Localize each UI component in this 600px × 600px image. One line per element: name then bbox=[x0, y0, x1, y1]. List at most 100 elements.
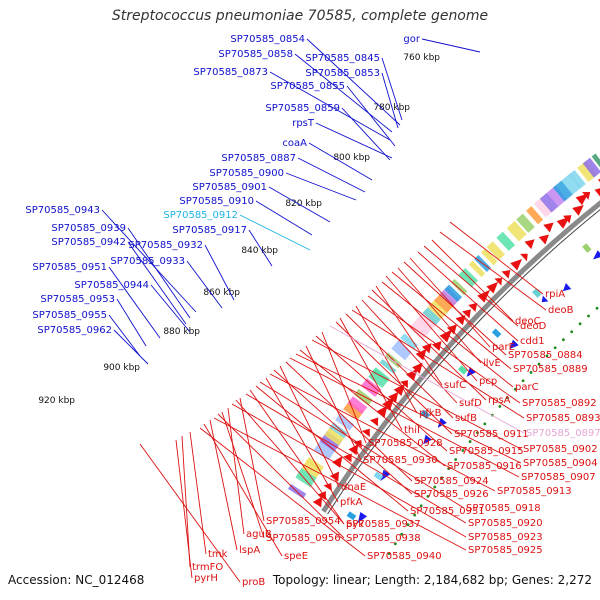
reverse-gene-arrow bbox=[486, 281, 499, 294]
gene-label: rpsT bbox=[292, 118, 315, 129]
leader-line bbox=[285, 361, 413, 482]
gene-label: aguB bbox=[246, 529, 272, 540]
cog-band-block bbox=[450, 278, 468, 296]
gene-label: SP70585_0900 bbox=[209, 168, 284, 179]
leader-line bbox=[101, 209, 197, 313]
gene-label: SP70585_0873 bbox=[193, 67, 268, 78]
leader-line bbox=[227, 407, 245, 535]
cog-band-block bbox=[433, 290, 457, 313]
tick-dot bbox=[475, 431, 479, 435]
cog-band-block bbox=[526, 206, 544, 225]
cog-band-block bbox=[391, 340, 412, 361]
tick-dot bbox=[393, 542, 397, 546]
backbone-ring-inner bbox=[327, 209, 600, 515]
gene-label: SP70585_0910 bbox=[179, 196, 254, 207]
cog-band-block bbox=[368, 368, 389, 388]
leader-line bbox=[268, 186, 331, 223]
tick-dot bbox=[595, 306, 599, 310]
gene-label: SP70585_0918 bbox=[466, 503, 541, 514]
leader-line bbox=[341, 107, 391, 161]
forward-gene-arrow bbox=[562, 283, 572, 292]
kbp-tick-label: 820 kbp bbox=[285, 199, 322, 209]
gene-label: SP70585_0893 bbox=[526, 413, 600, 424]
tick-dot bbox=[506, 396, 509, 400]
gene-label: lspA bbox=[239, 545, 260, 556]
leader-line bbox=[209, 419, 238, 551]
reverse-gene-arrow bbox=[317, 491, 326, 501]
cog-band-block bbox=[577, 160, 598, 182]
cog-band-block bbox=[468, 260, 486, 278]
kbp-tick-label: 760 kbp bbox=[403, 53, 440, 63]
gene-label: SP70585_0954 bbox=[266, 516, 341, 527]
leader-line bbox=[381, 281, 514, 388]
backbone-ring bbox=[321, 200, 600, 513]
cog-band-block bbox=[439, 286, 461, 307]
cog-band-block bbox=[360, 378, 382, 397]
reverse-gene-arrow bbox=[510, 258, 523, 271]
leader-line bbox=[351, 309, 525, 419]
leader-line bbox=[361, 299, 458, 404]
leader-line bbox=[439, 231, 547, 311]
forward-cog-block bbox=[457, 365, 468, 375]
reverse-gene-arrow bbox=[323, 483, 332, 492]
reverse-gene-arrow bbox=[575, 193, 589, 206]
leader-line bbox=[279, 365, 340, 488]
cog-band-block bbox=[458, 267, 479, 288]
reverse-gene-arrow bbox=[412, 362, 423, 374]
cog-band-block bbox=[506, 220, 527, 242]
cog-band-block bbox=[486, 241, 506, 261]
gene-label: SP70585_0937 bbox=[346, 519, 421, 530]
reverse-gene-arrow bbox=[594, 188, 600, 197]
leader-line bbox=[273, 369, 413, 495]
gene-label: deoC bbox=[515, 316, 541, 327]
kbp-tick-label: 880 kbp bbox=[163, 327, 200, 337]
reverse-gene-arrow bbox=[348, 444, 359, 456]
gene-label: pfkB bbox=[419, 408, 442, 419]
forward-gene-arrow bbox=[357, 511, 368, 524]
gene-label: SP70585_0887 bbox=[221, 153, 296, 164]
gene-label: parE bbox=[492, 342, 515, 353]
tick-dot bbox=[545, 354, 549, 358]
tick-dot bbox=[553, 346, 557, 350]
reverse-gene-arrow bbox=[572, 204, 584, 216]
gene-label: SP70585_0926 bbox=[414, 489, 489, 500]
leader-line bbox=[297, 157, 366, 193]
gene-label: SP70585_0938 bbox=[346, 533, 421, 544]
forward-cog-block bbox=[420, 409, 431, 419]
leader-line bbox=[189, 431, 207, 555]
leader-line bbox=[289, 357, 520, 478]
reverse-gene-arrow bbox=[312, 496, 323, 508]
gene-label: sufC bbox=[444, 380, 466, 391]
leader-line bbox=[305, 345, 362, 461]
reverse-gene-arrow bbox=[582, 192, 591, 200]
gene-label: thiI bbox=[404, 425, 420, 436]
tick-dot bbox=[570, 330, 574, 334]
cog-band-block bbox=[481, 248, 498, 266]
gene-label: tmk bbox=[208, 549, 228, 560]
gene-label: SP70585_0939 bbox=[51, 223, 126, 234]
leader-line bbox=[217, 413, 345, 539]
leader-line bbox=[249, 389, 345, 525]
reverse-gene-arrow bbox=[343, 453, 352, 463]
reverse-gene-arrow bbox=[431, 341, 442, 352]
kbp-tick-label: 840 kbp bbox=[241, 246, 278, 256]
gene-label: SP70585_0943 bbox=[25, 205, 100, 216]
gene-label: SP70585_0884 bbox=[508, 350, 583, 361]
reverse-gene-arrow bbox=[563, 215, 572, 224]
cog-band-block bbox=[561, 173, 582, 195]
map-title: Streptococcus pneumoniae 70585, complete… bbox=[111, 8, 489, 24]
leader-line bbox=[199, 427, 366, 557]
gene-label: SP70585_0855 bbox=[270, 81, 345, 92]
reverse-gene-arrow bbox=[524, 239, 535, 250]
reverse-gene-arrow bbox=[501, 269, 511, 279]
gene-label: SP70585_0920 bbox=[468, 518, 543, 529]
gene-label: SP70585_0897 bbox=[526, 428, 600, 439]
gene-label: SP70585_0889 bbox=[513, 364, 588, 375]
forward-gene-arrow bbox=[423, 434, 432, 445]
gene-label: SP70585_0931 bbox=[410, 506, 485, 517]
cog-band-block bbox=[347, 396, 368, 415]
leader-line bbox=[423, 245, 519, 327]
gene-label: SP70585_0933 bbox=[110, 256, 185, 267]
leader-line bbox=[113, 329, 149, 365]
reverse-gene-arrow bbox=[353, 440, 362, 448]
